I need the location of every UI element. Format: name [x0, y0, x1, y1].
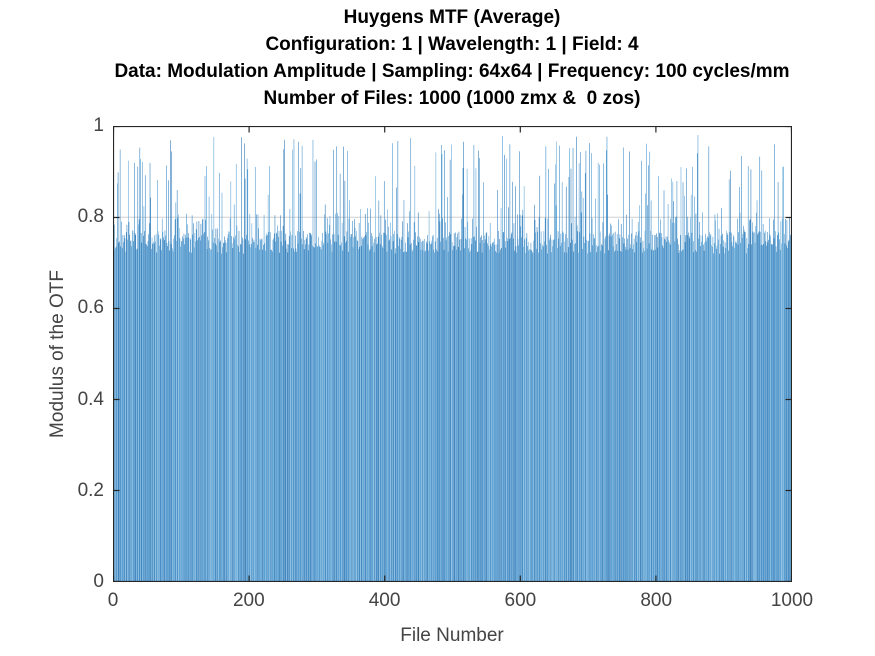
y-tick-label: 1 [93, 115, 104, 136]
y-tick-label: 0.4 [77, 388, 104, 410]
y-tick-label: 0 [93, 571, 104, 592]
chart-title-line-4: Number of Files: 1000 (1000 zmx & 0 zos) [263, 88, 641, 109]
x-tick-label: 800 [640, 590, 673, 611]
plot-area [113, 126, 792, 582]
chart-title-line-1: Huygens MTF (Average) [343, 7, 561, 28]
chart-title-line-3: Data: Modulation Amplitude | Sampling: 6… [114, 61, 790, 82]
x-tick-label: 600 [504, 590, 537, 611]
y-axis-label: Modulus of the OTF [47, 270, 68, 438]
y-tick-label: 0.8 [77, 206, 104, 228]
y-tick-label: 0.2 [77, 479, 104, 501]
x-tick-label: 400 [368, 590, 401, 611]
x-axis-label: File Number [400, 625, 504, 646]
x-tick-label: 1000 [770, 590, 814, 611]
chart-title: Huygens MTF (Average) Configuration: 1 |… [114, 4, 789, 112]
y-tick-label: 0.6 [77, 297, 104, 319]
chart-title-line-2: Configuration: 1 | Wavelength: 1 | Field… [265, 34, 639, 55]
x-tick-label: 200 [232, 590, 265, 611]
x-tick-label: 0 [107, 590, 119, 611]
